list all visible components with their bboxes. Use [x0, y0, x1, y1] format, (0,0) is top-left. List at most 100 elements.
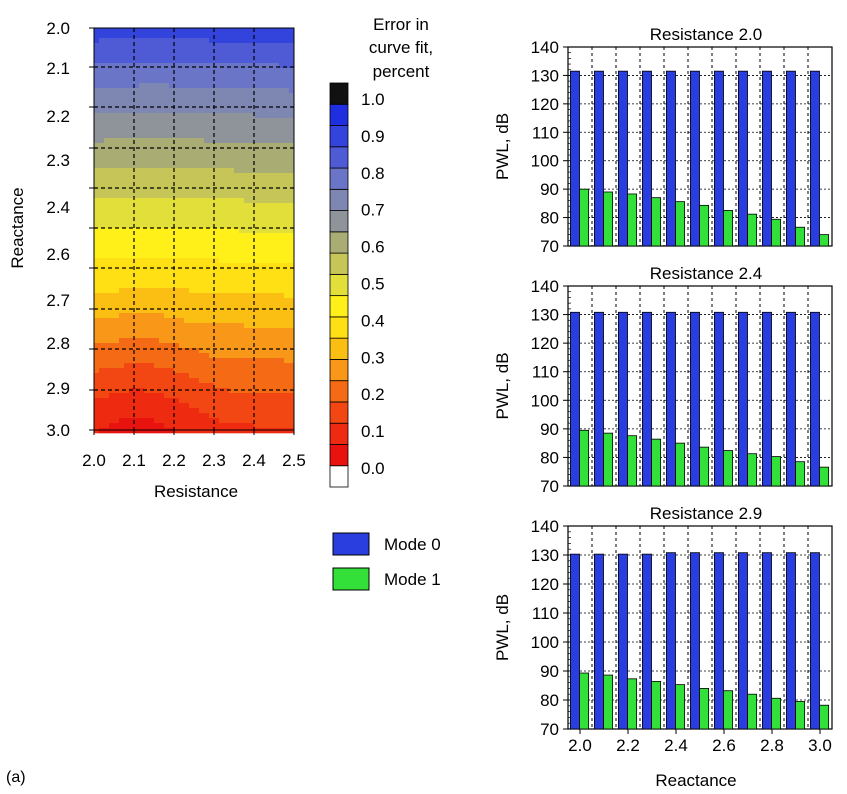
contour-cell: [94, 238, 100, 244]
contour-cell: [239, 103, 245, 109]
contour-cell: [234, 163, 240, 169]
contour-cell: [134, 323, 140, 329]
contour-cell: [99, 148, 105, 154]
contour-cell: [129, 73, 135, 79]
contour-cell: [189, 368, 195, 374]
contour-cell: [284, 168, 290, 174]
contour-cell: [239, 373, 245, 379]
contour-cell: [209, 213, 215, 219]
contour-cell: [284, 413, 290, 419]
contour-cell: [244, 228, 250, 234]
contour-cell: [219, 348, 225, 354]
contour-cell: [219, 163, 225, 169]
contour-cell: [199, 63, 205, 69]
contour-cell: [119, 208, 125, 214]
contour-cell: [254, 203, 260, 209]
contour-cell: [139, 248, 145, 254]
contour-cell: [139, 138, 145, 144]
contour-cell: [129, 133, 135, 139]
bar-x-tick-label: 3.0: [808, 736, 832, 755]
contour-cell: [254, 428, 260, 434]
contour-cell: [239, 173, 245, 179]
contour-cell: [199, 273, 205, 279]
contour-cell: [129, 218, 135, 224]
contour-cell: [234, 198, 240, 204]
contour-cell: [259, 143, 265, 149]
contour-cell: [279, 383, 285, 389]
contour-cell: [139, 363, 145, 369]
contour-cell: [239, 333, 245, 339]
contour-cell: [214, 328, 220, 334]
contour-cell: [174, 118, 180, 124]
contour-cell: [189, 363, 195, 369]
contour-cell: [224, 173, 230, 179]
bar-mode-0: [618, 553, 628, 730]
contour-cell: [274, 428, 280, 434]
contour-cell: [179, 383, 185, 389]
contour-cell: [244, 393, 250, 399]
contour-cell: [179, 198, 185, 204]
contour-cell: [104, 293, 110, 299]
contour-cell: [249, 248, 255, 254]
bar-y-tick-label: 140: [531, 38, 559, 57]
contour-cell: [254, 313, 260, 319]
contour-cell: [154, 363, 160, 369]
contour-cell: [144, 143, 150, 149]
contour-cell: [254, 338, 260, 344]
contour-cell: [209, 283, 215, 289]
contour-cell: [124, 128, 130, 134]
contour-cell: [289, 118, 295, 124]
contour-cell: [279, 98, 285, 104]
contour-cell: [224, 168, 230, 174]
contour-cell: [224, 73, 230, 79]
contour-cell: [244, 148, 250, 154]
contour-cell: [204, 268, 210, 274]
contour-cell: [279, 293, 285, 299]
contour-cell: [209, 308, 215, 314]
contour-cell: [284, 378, 290, 384]
contour-cell: [224, 33, 230, 39]
contour-cell: [124, 298, 130, 304]
contour-cell: [274, 28, 280, 34]
contour-cell: [239, 318, 245, 324]
contour-cell: [269, 218, 275, 224]
contour-cell: [134, 313, 140, 319]
contour-cell: [229, 68, 235, 74]
contour-cell: [134, 123, 140, 129]
contour-cell: [114, 98, 120, 104]
contour-cell: [284, 358, 290, 364]
bar-mode-0: [762, 311, 772, 487]
contour-cell: [164, 73, 170, 79]
contour-cell: [174, 203, 180, 209]
contour-cell: [139, 178, 145, 184]
contour-cell: [239, 118, 245, 124]
contour-cell: [159, 193, 165, 199]
contour-cell: [194, 248, 200, 254]
contour-cell: [189, 53, 195, 59]
contour-cell: [134, 358, 140, 364]
contour-cell: [174, 88, 180, 94]
contour-cell: [269, 53, 275, 59]
contour-cell: [269, 243, 275, 249]
contour-cell: [194, 413, 200, 419]
contour-cell: [264, 363, 270, 369]
contour-cell: [229, 213, 235, 219]
contour-cell: [94, 233, 100, 239]
contour-cell: [289, 148, 295, 154]
contour-cell: [129, 293, 135, 299]
contour-cell: [154, 303, 160, 309]
contour-cell: [99, 198, 105, 204]
contour-cell: [214, 43, 220, 49]
contour-cell: [99, 238, 105, 244]
contour-cell: [274, 78, 280, 84]
contour-cell: [119, 113, 125, 119]
contour-cell: [134, 263, 140, 269]
contour-cell: [184, 48, 190, 54]
contour-cell: [234, 103, 240, 109]
contour-cell: [204, 413, 210, 419]
contour-cell: [104, 423, 110, 429]
contour-cell: [204, 48, 210, 54]
contour-cell: [194, 143, 200, 149]
contour-cell: [149, 128, 155, 134]
contour-cell: [174, 108, 180, 114]
